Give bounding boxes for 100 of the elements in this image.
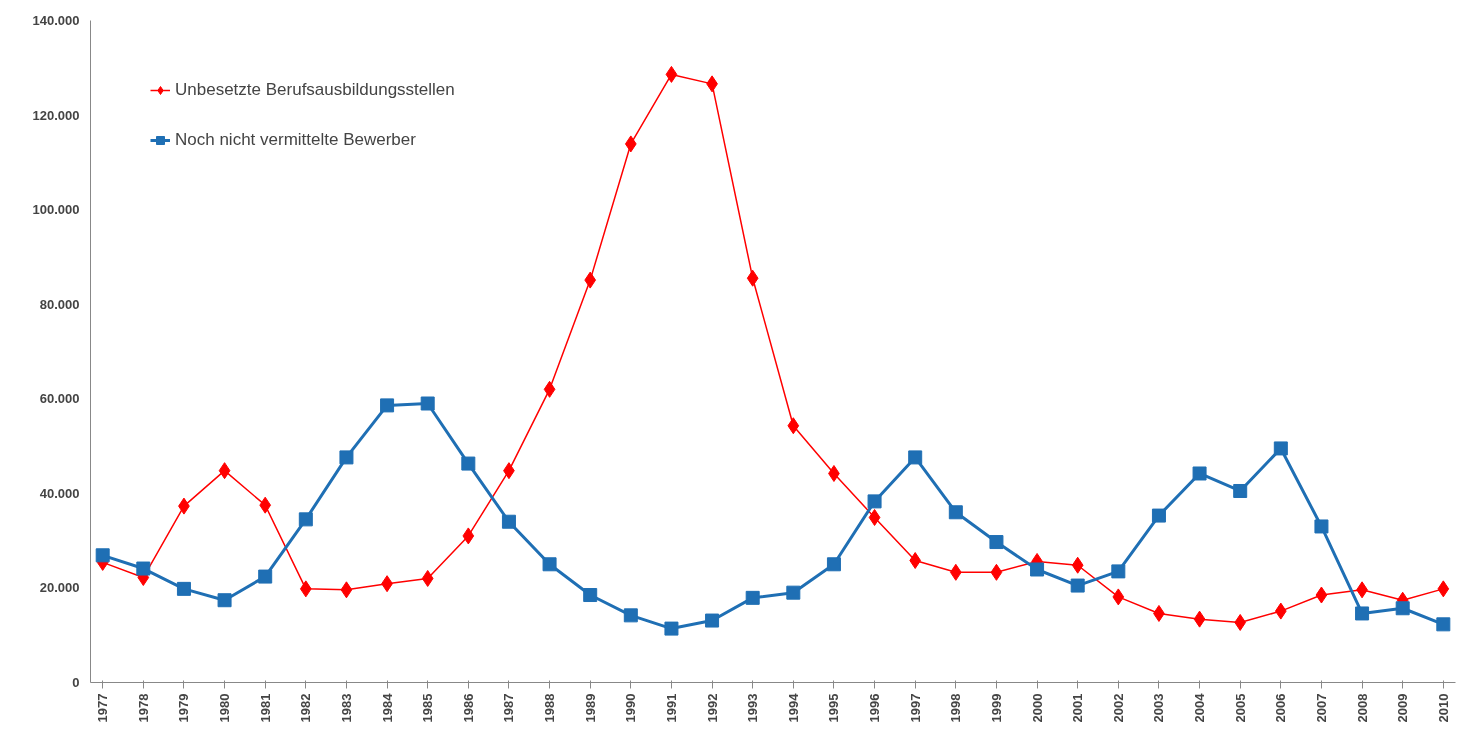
- point: [949, 563, 962, 581]
- y-tick-label: 0: [72, 675, 80, 690]
- x-tick-label: 2002: [1110, 693, 1126, 723]
- point: [217, 593, 232, 608]
- point: [542, 557, 557, 572]
- x-tick-label: 2001: [1070, 693, 1086, 723]
- x-tick-label: 2008: [1354, 693, 1370, 723]
- x-tick-label: 1979: [176, 693, 192, 723]
- point: [543, 380, 556, 398]
- point: [826, 557, 841, 572]
- x-tick-label: 1992: [704, 693, 720, 723]
- point: [1395, 601, 1410, 616]
- y-tick-label: 80.000: [39, 296, 80, 312]
- x-tick-label: 1999: [988, 693, 1004, 723]
- x-tick-label: 2005: [1232, 693, 1248, 723]
- y-tick-label: 140.000: [32, 13, 80, 28]
- point: [1273, 441, 1288, 456]
- x-tick-label: 1994: [785, 692, 801, 723]
- point: [1111, 564, 1126, 579]
- point: [583, 588, 598, 603]
- point: [868, 508, 881, 526]
- point: [664, 621, 679, 636]
- point: [176, 581, 191, 596]
- point: [1233, 483, 1248, 498]
- point: [786, 585, 801, 600]
- point: [623, 608, 638, 623]
- x-tick-label: 2006: [1273, 693, 1289, 723]
- point: [421, 569, 434, 587]
- y-tick-label: 100.000: [32, 202, 80, 218]
- point: [705, 613, 720, 628]
- point: [746, 269, 759, 287]
- x-tick-label: 1980: [217, 693, 233, 723]
- point: [1355, 606, 1370, 621]
- point: [340, 581, 353, 599]
- x-tick-label: 2003: [1151, 693, 1167, 723]
- point: [136, 561, 151, 576]
- legend-label: Noch nicht vermittelte Bewerber: [175, 130, 416, 150]
- point: [420, 396, 435, 411]
- x-tick-label: 2004: [1192, 692, 1208, 723]
- point: [339, 450, 354, 465]
- point: [1192, 466, 1207, 481]
- y-tick-label: 40.000: [39, 485, 80, 501]
- point: [1234, 613, 1247, 631]
- x-tick-label: 1989: [582, 693, 598, 723]
- point: [909, 552, 922, 569]
- point: [218, 462, 231, 480]
- point: [259, 496, 272, 514]
- legend-label: Unbesetzte Berufsausbildungsstellen: [175, 80, 455, 100]
- x-tick-label: 2010: [1435, 693, 1451, 723]
- x-tick-label: 1996: [867, 693, 883, 723]
- y-tick-label: 20.000: [39, 580, 80, 596]
- point: [1071, 556, 1084, 574]
- point: [298, 512, 313, 527]
- point: [584, 271, 597, 289]
- point: [908, 450, 923, 465]
- point: [1274, 602, 1287, 620]
- x-tick-label: 2000: [1029, 693, 1045, 723]
- point: [95, 548, 110, 563]
- x-tick-label: 1981: [257, 693, 273, 723]
- point: [1315, 586, 1328, 604]
- point: [1030, 562, 1045, 577]
- x-tick-label: 1987: [501, 693, 517, 723]
- point: [501, 514, 516, 529]
- x-tick-label: 1995: [826, 693, 842, 723]
- point: [258, 569, 273, 584]
- x-tick-label: 2009: [1395, 693, 1411, 723]
- x-tick-label: 1991: [663, 693, 679, 723]
- point: [380, 398, 395, 413]
- x-tick-label: 1984: [379, 692, 395, 723]
- x-tick-label: 1985: [420, 693, 436, 723]
- point: [299, 580, 312, 598]
- point: [1151, 508, 1166, 523]
- x-tick-label: 1977: [95, 693, 111, 723]
- x-tick-label: 1998: [948, 693, 964, 723]
- point: [745, 590, 760, 605]
- point: [948, 505, 963, 520]
- x-tick-label: 1993: [745, 693, 761, 723]
- x-tick-label: 1982: [298, 693, 314, 723]
- point: [1314, 519, 1329, 534]
- x-tick-label: 2007: [1313, 693, 1329, 723]
- x-tick-label: 1986: [460, 693, 476, 723]
- y-tick-label: 120.000: [32, 107, 80, 123]
- point: [989, 535, 1004, 550]
- point: [828, 465, 840, 482]
- y-tick-label: 60.000: [39, 391, 80, 407]
- point: [1070, 578, 1085, 593]
- x-tick-label: 1988: [542, 693, 558, 723]
- point: [624, 135, 637, 153]
- point: [1193, 610, 1206, 628]
- x-tick-label: 1997: [907, 693, 923, 723]
- x-tick-label: 1990: [623, 693, 639, 723]
- point: [990, 563, 1003, 581]
- point: [1437, 580, 1450, 598]
- point: [461, 456, 476, 471]
- x-tick-label: 1978: [135, 693, 151, 723]
- point: [462, 527, 475, 545]
- point: [665, 65, 678, 83]
- point: [787, 417, 800, 435]
- point: [1436, 617, 1451, 632]
- point: [867, 494, 882, 509]
